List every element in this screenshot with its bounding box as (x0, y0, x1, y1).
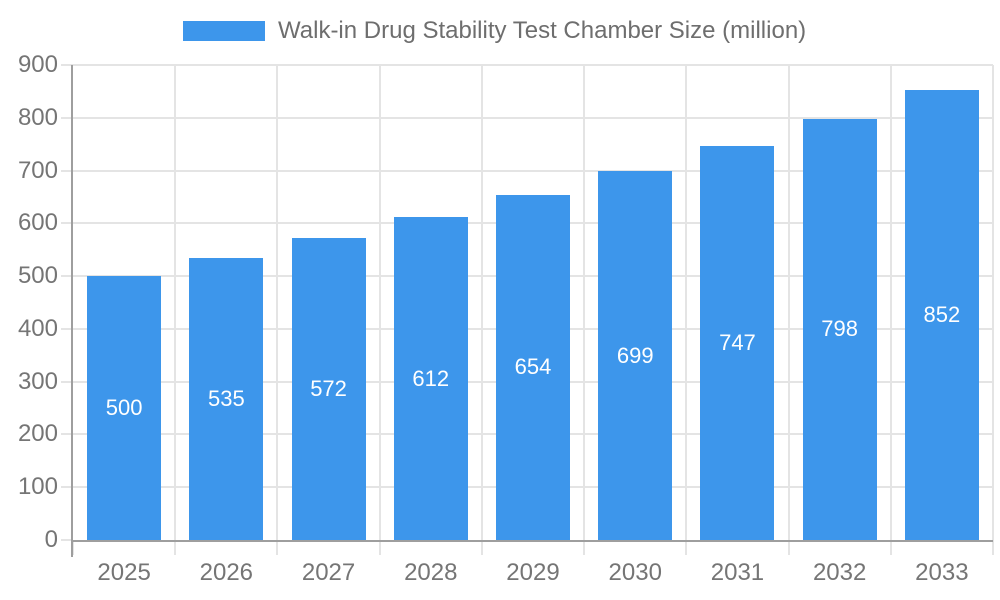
legend-swatch (183, 21, 265, 41)
bar-value-label: 654 (514, 354, 552, 380)
y-axis-line (71, 65, 73, 557)
x-tick-label: 2030 (608, 559, 662, 586)
y-tick (61, 64, 73, 66)
x-axis-line (73, 540, 993, 542)
v-gridline (174, 65, 177, 540)
x-tick-label: 2028 (404, 559, 458, 586)
x-tick (480, 540, 483, 555)
x-tick-label: 2032 (812, 559, 867, 586)
y-tick-label: 300 (17, 367, 58, 395)
y-tick (61, 380, 73, 383)
x-tick (787, 540, 790, 555)
bar-2033 (904, 90, 979, 540)
y-tick (61, 222, 73, 225)
x-tick (992, 540, 994, 555)
bar-2025 (87, 276, 162, 540)
bar-2032 (802, 118, 877, 540)
x-tick-label: 2031 (710, 559, 765, 586)
bar-2030 (598, 171, 673, 540)
y-tick-label: 500 (17, 262, 58, 290)
y-tick (61, 539, 73, 541)
y-tick (61, 433, 73, 436)
x-tick-label: 2027 (301, 559, 356, 586)
bar-value-label: 500 (105, 395, 143, 421)
x-tick (276, 540, 279, 555)
bar-value-label: 798 (821, 316, 859, 342)
bar-2029 (496, 194, 570, 540)
y-tick-label: 700 (17, 156, 58, 184)
y-tick (61, 169, 73, 172)
y-tick-label: 100 (17, 473, 58, 501)
bar-value-label: 747 (719, 329, 756, 355)
y-tick (61, 116, 73, 119)
bar-2031 (700, 145, 775, 540)
v-gridline (480, 65, 483, 540)
v-gridline (889, 65, 892, 540)
bar-value-label: 699 (616, 342, 654, 368)
x-tick (174, 540, 177, 555)
v-gridline (378, 65, 381, 540)
x-tick (685, 540, 688, 555)
y-tick-label: 800 (17, 103, 58, 131)
x-tick-label: 2033 (915, 559, 969, 586)
legend-label: Walk-in Drug Stability Test Chamber Size… (278, 17, 807, 44)
legend: Walk-in Drug Stability Test Chamber Size… (183, 17, 807, 44)
v-gridline (583, 65, 586, 540)
bar-value-label: 572 (310, 376, 347, 402)
x-tick (378, 540, 381, 555)
y-tick-label: 900 (17, 51, 58, 78)
y-tick-label: 0 (44, 526, 58, 553)
y-tick (61, 327, 73, 330)
h-gridline (73, 116, 993, 119)
y-tick-label: 600 (17, 209, 58, 237)
bar-value-label: 535 (207, 385, 245, 411)
x-tick-label: 2025 (97, 559, 151, 586)
y-tick (61, 275, 73, 278)
y-tick-label: 400 (17, 314, 58, 342)
x-tick-label: 2029 (506, 559, 560, 586)
x-tick (583, 540, 586, 555)
bar-2027 (291, 238, 366, 540)
bar-2026 (189, 257, 264, 540)
x-tick-label: 2026 (199, 559, 254, 586)
v-gridline (685, 65, 688, 540)
h-gridline (73, 169, 993, 172)
x-tick (889, 540, 892, 555)
bar-value-label: 852 (923, 302, 961, 328)
y-tick-label: 200 (17, 420, 58, 448)
bar-2028 (393, 217, 468, 540)
v-gridline (787, 65, 790, 540)
x-tick (72, 540, 74, 555)
y-tick (61, 486, 73, 489)
bar-value-label: 612 (412, 365, 450, 391)
v-gridline (276, 65, 279, 540)
h-gridline (73, 64, 993, 66)
v-gridline (992, 65, 994, 540)
